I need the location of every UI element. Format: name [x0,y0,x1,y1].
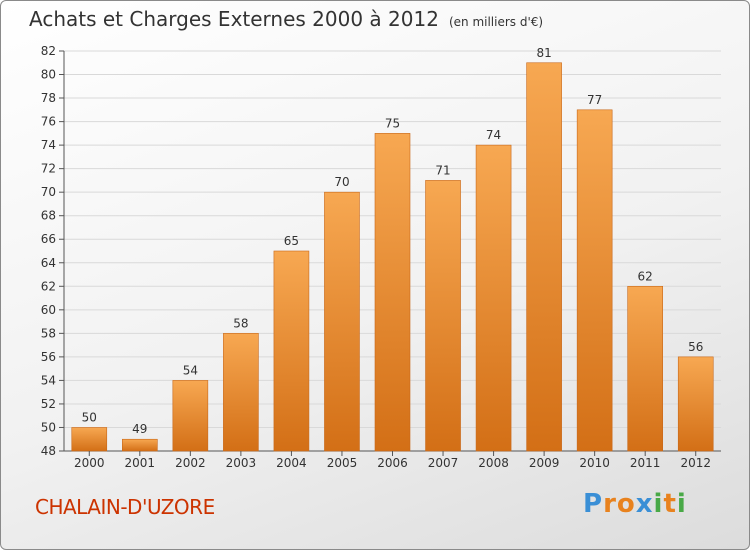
x-tick-label: 2012 [680,456,711,470]
x-tick-label: 2007 [428,456,459,470]
data-label: 70 [334,175,349,189]
y-tick-label: 76 [41,115,56,129]
x-tick-label: 2010 [579,456,610,470]
logo-letter: x [635,489,654,519]
x-tick-label: 2008 [478,456,509,470]
bar [475,144,512,452]
title-text: Achats et Charges Externes 2000 à 2012 [29,7,439,31]
bar [172,380,209,452]
y-tick-label: 82 [41,44,56,58]
y-tick-label: 58 [41,326,56,340]
x-tick-label: 2011 [630,456,661,470]
bar [71,427,108,452]
y-tick-label: 80 [41,68,56,82]
data-label: 58 [233,316,248,330]
data-label: 77 [587,93,602,107]
data-label: 65 [284,234,299,248]
logo-letter: i [676,489,687,519]
y-tick-label: 74 [41,138,56,152]
data-label: 49 [132,422,147,436]
logo-letter: t [663,489,677,519]
y-tick-label: 52 [41,397,56,411]
y-tick-label: 56 [41,350,56,364]
logo-letter: P [583,489,604,519]
y-tick-label: 48 [41,444,56,458]
y-tick-label: 54 [41,373,56,387]
bar [223,333,259,452]
x-tick-label: 2004 [276,456,307,470]
data-label: 56 [688,340,703,354]
x-tick-label: 2001 [125,456,156,470]
x-tick-label: 2003 [226,456,257,470]
x-tick-label: 2005 [327,456,358,470]
data-label: 50 [82,410,97,424]
y-tick-label: 68 [41,209,56,223]
y-tick-label: 70 [41,185,56,199]
bar [273,250,310,452]
y-tick-label: 60 [41,303,56,317]
bar [374,133,411,452]
bar [324,191,360,452]
x-tick-label: 2009 [529,456,560,470]
bar [122,438,158,452]
commune-name: CHALAIN-D'UZORE [35,495,215,519]
logo-letter: o [616,489,636,519]
bar [677,356,714,452]
data-label: 54 [183,363,198,377]
bar [425,180,461,452]
logo-letter: r [603,489,617,519]
logo-letter: i [653,489,664,519]
data-label: 62 [638,269,653,283]
bar [627,285,663,452]
data-label: 74 [486,128,501,142]
y-tick-label: 66 [41,232,56,246]
y-tick-label: 64 [41,256,56,270]
bar [576,109,613,452]
unit-label: (en milliers d'€) [448,15,544,29]
bar [526,62,562,452]
x-tick-label: 2000 [74,456,105,470]
x-tick-label: 2006 [377,456,408,470]
chart-title: Achats et Charges Externes 2000 à 2012 (e… [29,7,543,31]
y-tick-label: 72 [41,162,56,176]
data-label: 71 [435,163,450,177]
y-tick-label: 50 [41,420,56,434]
data-label: 81 [536,46,551,60]
x-tick-label: 2002 [175,456,206,470]
y-tick-label: 78 [41,91,56,105]
y-tick-label: 62 [41,279,56,293]
data-label: 75 [385,116,400,130]
proxiti-logo: Proxiti [583,489,687,519]
